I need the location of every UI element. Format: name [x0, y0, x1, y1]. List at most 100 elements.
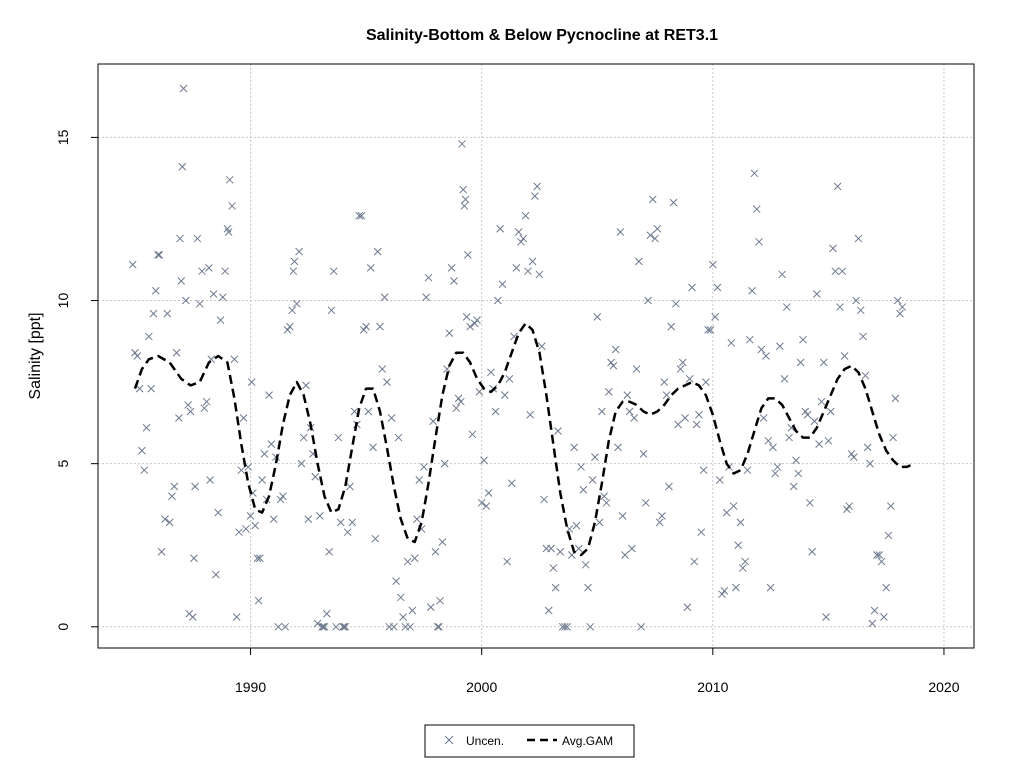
data-point — [671, 299, 680, 308]
data-point — [470, 319, 479, 328]
data-point — [178, 162, 187, 171]
data-point — [577, 463, 585, 471]
data-point — [868, 619, 877, 628]
data-point — [771, 469, 780, 478]
data-point — [494, 296, 502, 305]
data-point — [413, 515, 421, 523]
data-point — [745, 335, 754, 344]
x-tick-label: 1990 — [235, 679, 266, 695]
data-point — [292, 299, 301, 308]
data-point — [651, 234, 659, 243]
data-point — [179, 84, 188, 93]
data-point — [212, 570, 220, 579]
data-point — [535, 270, 544, 279]
data-point — [376, 322, 384, 331]
data-point — [623, 391, 632, 400]
data-point — [718, 590, 726, 599]
data-point — [253, 554, 262, 563]
data-point — [662, 391, 671, 400]
data-point — [669, 198, 678, 207]
data-point — [176, 234, 184, 243]
data-point — [144, 332, 153, 341]
data-point — [635, 257, 643, 266]
data-point — [773, 463, 782, 471]
data-point — [438, 538, 447, 546]
data-point — [554, 427, 562, 435]
data-point — [736, 518, 745, 527]
data-point — [540, 495, 548, 504]
data-point — [799, 335, 807, 344]
data-point — [579, 485, 588, 494]
data-point — [285, 322, 294, 331]
data-point — [600, 492, 609, 501]
data-point — [584, 583, 592, 592]
data-point — [154, 251, 162, 259]
data-point — [235, 528, 243, 537]
data-point — [785, 433, 793, 442]
uncen-points — [128, 84, 907, 631]
data-point — [329, 267, 338, 276]
data-point — [625, 407, 634, 416]
x-tick-label: 2000 — [466, 679, 497, 695]
data-point — [570, 443, 578, 452]
data-point — [822, 613, 830, 621]
data-point — [524, 267, 532, 276]
data-point — [739, 564, 747, 572]
data-point — [665, 482, 673, 491]
y-tick-label: 10 — [55, 293, 71, 309]
data-point — [849, 453, 858, 461]
data-point — [299, 433, 308, 442]
data-point — [743, 466, 752, 475]
data-point — [371, 534, 380, 543]
data-point — [311, 472, 320, 481]
data-point — [482, 502, 491, 510]
data-point — [697, 528, 706, 537]
data-point — [475, 388, 484, 396]
data-point — [507, 479, 516, 488]
data-point — [593, 312, 602, 321]
chart-title: Salinity-Bottom & Below Pycnocline at RE… — [366, 27, 718, 44]
data-point — [443, 365, 451, 373]
data-point — [639, 450, 648, 458]
data-point — [829, 244, 837, 253]
data-point — [706, 326, 715, 334]
data-point — [214, 508, 223, 517]
data-point — [630, 414, 639, 422]
data-point — [801, 407, 810, 416]
data-point — [378, 365, 387, 373]
data-point — [549, 564, 558, 572]
data-point — [225, 175, 234, 184]
data-point — [695, 410, 703, 419]
data-point — [544, 606, 553, 615]
data-point — [646, 231, 655, 240]
data-point — [283, 326, 292, 334]
legend-label-uncen: Uncen. — [466, 734, 504, 748]
data-point — [433, 622, 442, 631]
legend: Uncen. Avg.GAM — [424, 724, 635, 758]
data-point — [184, 401, 192, 409]
data-point — [320, 622, 329, 631]
data-point — [380, 293, 389, 302]
data-point — [242, 525, 250, 533]
data-point — [702, 378, 710, 386]
data-point — [340, 622, 349, 631]
data-point — [332, 622, 340, 631]
data-point — [810, 417, 819, 426]
data-point — [462, 312, 471, 321]
data-point — [565, 525, 574, 533]
data-point — [574, 544, 583, 553]
data-point — [759, 414, 768, 422]
y-axis: 0 5 10 15 — [55, 129, 98, 631]
data-point — [228, 202, 236, 210]
data-point — [806, 498, 814, 507]
data-point — [274, 622, 283, 631]
data-point — [512, 264, 521, 272]
data-point — [722, 508, 731, 517]
data-point — [454, 394, 463, 403]
data-point — [357, 211, 366, 220]
data-point — [359, 326, 368, 334]
data-point — [131, 348, 139, 357]
data-point — [732, 583, 740, 592]
gam-line-layer — [133, 322, 915, 557]
data-point — [517, 237, 525, 246]
